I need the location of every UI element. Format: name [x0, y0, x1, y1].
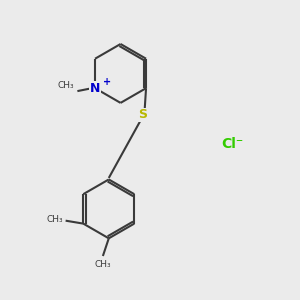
Text: CH₃: CH₃ — [58, 81, 74, 90]
Text: +: + — [103, 77, 111, 87]
Text: CH₃: CH₃ — [46, 215, 63, 224]
Text: S: S — [139, 108, 148, 121]
Text: N: N — [90, 82, 100, 95]
Text: CH₃: CH₃ — [94, 260, 111, 269]
Text: Cl⁻: Cl⁻ — [221, 137, 244, 151]
